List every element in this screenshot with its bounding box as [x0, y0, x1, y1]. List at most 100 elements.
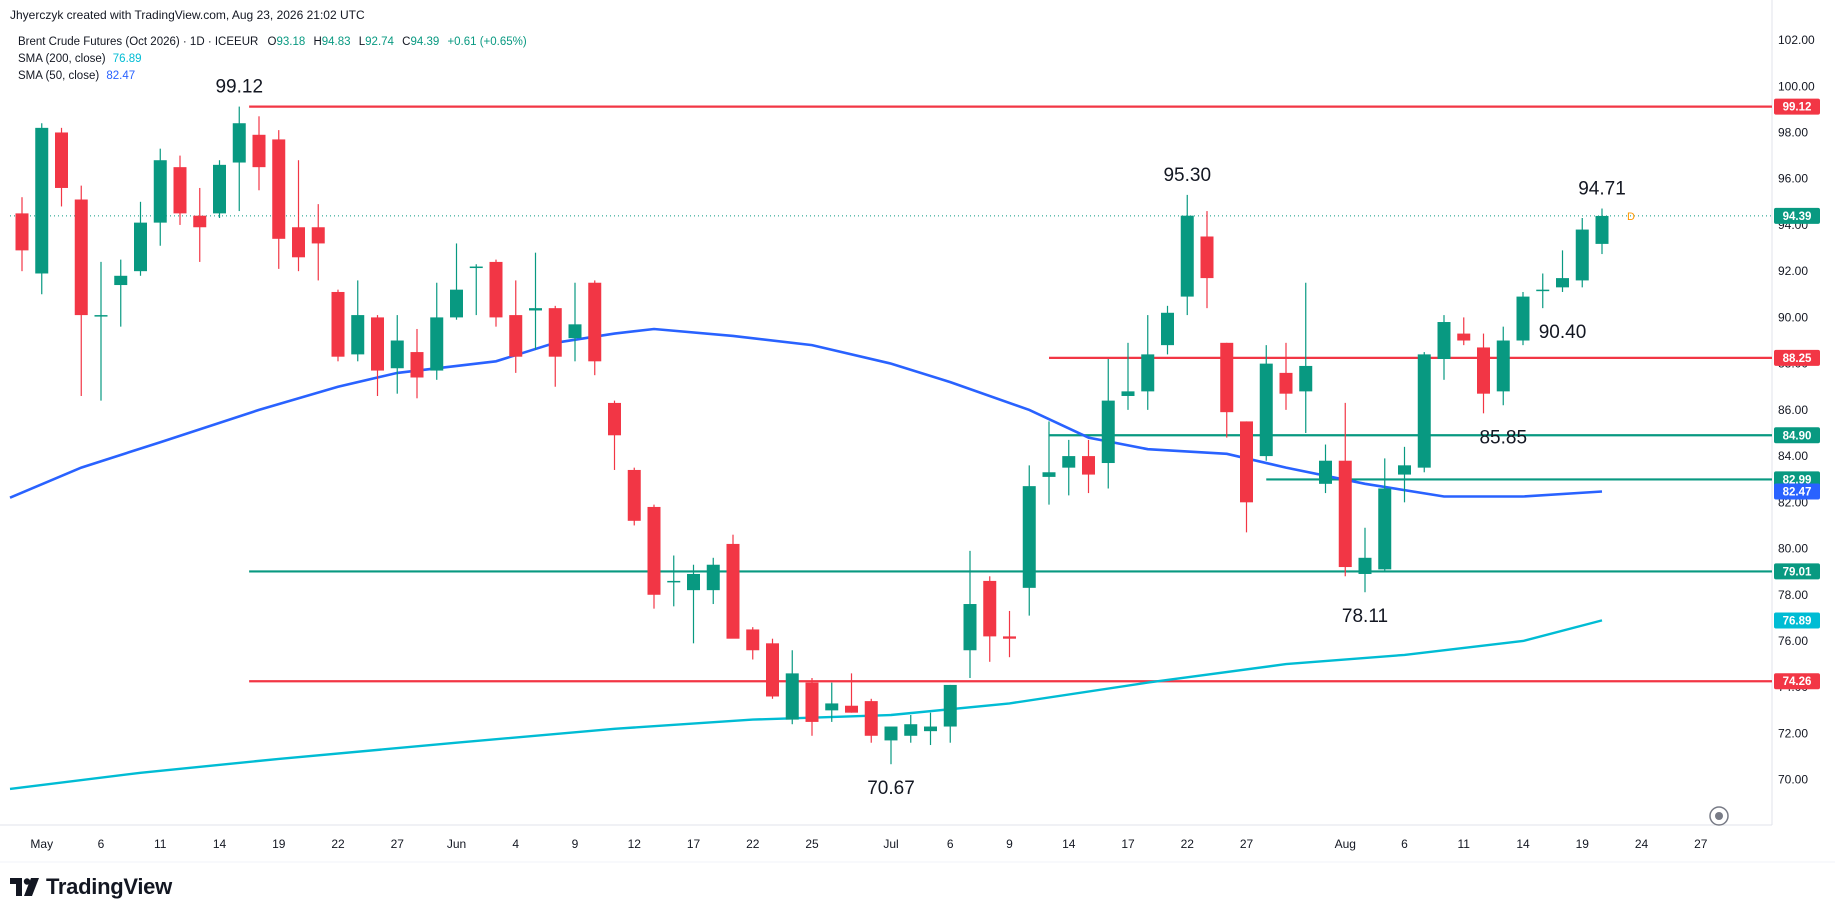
axis-badge-label: 82.99: [1783, 474, 1812, 486]
candle: [173, 155, 187, 225]
candle: [35, 123, 49, 295]
candle: [983, 576, 997, 662]
tradingview-brand[interactable]: TradingView: [10, 874, 172, 900]
symbol-name: Brent Crude Futures (Oct 2026) · 1D · IC…: [18, 36, 259, 48]
candle-body: [805, 682, 819, 722]
price-tick-label: 90.00: [1778, 310, 1808, 324]
time-tick-label: 27: [1694, 837, 1708, 851]
candle: [351, 280, 365, 362]
candle: [1141, 315, 1155, 410]
candle: [1477, 333, 1490, 414]
candle-body: [292, 227, 305, 258]
candle: [410, 328, 424, 399]
level-price-badge: 84.90: [1774, 427, 1820, 444]
candle: [1536, 273, 1550, 309]
time-tick-label: Jul: [883, 837, 898, 851]
candle: [1022, 465, 1036, 616]
candle-body: [608, 402, 621, 436]
time-tick-label: 17: [687, 837, 701, 851]
candle: [509, 280, 523, 373]
candle: [667, 555, 681, 607]
candle: [884, 726, 898, 765]
sma200-legend-row[interactable]: SMA (200, close) 76.89: [18, 51, 527, 68]
candle-body: [430, 317, 444, 371]
candle-body: [469, 266, 483, 269]
candle-body: [627, 469, 641, 521]
candle-body: [1180, 215, 1194, 297]
candle-body: [1398, 465, 1411, 475]
candle: [825, 682, 839, 722]
candle: [134, 201, 147, 276]
candle-body: [1042, 472, 1056, 477]
candle-body: [55, 132, 68, 188]
time-tick-label: 27: [391, 837, 405, 851]
scroll-to-realtime-icon[interactable]: [1709, 806, 1729, 826]
axis-badge-box: [1774, 471, 1820, 488]
candle-body: [390, 340, 404, 369]
price-tick-label: 70.00: [1778, 773, 1808, 787]
price-annotation: 85.85: [1479, 427, 1527, 448]
candle: [55, 127, 68, 207]
candle-body: [371, 317, 384, 371]
candle: [1299, 282, 1313, 433]
candle: [15, 197, 29, 272]
candle: [1259, 345, 1273, 461]
time-tick-label: 9: [572, 837, 579, 851]
candle-body: [785, 673, 799, 720]
candle: [1003, 610, 1016, 658]
candle-body: [272, 139, 286, 239]
time-tick-label: 19: [272, 837, 286, 851]
price-tick-label: 102.00: [1778, 33, 1815, 47]
icon-ring: [1709, 806, 1729, 826]
candle-body: [232, 123, 246, 163]
candle-body: [331, 291, 345, 357]
candle-body: [864, 701, 878, 736]
candle: [1082, 439, 1095, 494]
candle-body: [193, 215, 207, 228]
axis-badge-label: 74.26: [1783, 676, 1812, 688]
candle: [845, 673, 858, 713]
candle: [1319, 444, 1332, 494]
candle: [924, 712, 937, 746]
candle: [766, 638, 779, 699]
candle-body: [311, 227, 325, 244]
candle: [1516, 291, 1530, 346]
low-value: 92.74: [365, 36, 394, 48]
candle-body: [1141, 354, 1155, 392]
axis-badge-label: 82.47: [1783, 486, 1812, 498]
sma50-legend-row[interactable]: SMA (50, close) 82.47: [18, 68, 527, 85]
candle-body: [1595, 215, 1609, 244]
candle-body: [1437, 322, 1451, 360]
candle-body: [548, 308, 562, 357]
candle-body: [1022, 486, 1036, 588]
axis-badge-box: [1774, 349, 1820, 366]
candle: [1595, 208, 1609, 255]
price-badge: 94.39: [1774, 207, 1820, 224]
dividend-marker: D: [1627, 211, 1635, 223]
time-tick-label: 6: [947, 837, 954, 851]
candle: [469, 264, 483, 316]
candle-body: [1457, 333, 1471, 341]
time-tick-label: 22: [1181, 837, 1195, 851]
time-tick-label: 27: [1240, 837, 1254, 851]
symbol-legend-row[interactable]: Brent Crude Futures (Oct 2026) · 1D · IC…: [18, 34, 527, 51]
candle-body: [1082, 456, 1095, 475]
chart-caption: Jhyerczyk created with TradingView.com, …: [10, 8, 365, 22]
candle: [1378, 458, 1392, 572]
candle: [785, 650, 799, 725]
price-tick-label: 78.00: [1778, 588, 1808, 602]
price-annotation: 78.11: [1342, 606, 1388, 627]
candle-body: [1477, 347, 1490, 394]
candle-body: [726, 543, 740, 639]
candle: [1398, 446, 1411, 503]
price-badge: 82.47: [1774, 483, 1820, 500]
sma50-line: [9, 327, 1603, 499]
candle-body: [213, 164, 226, 214]
candle-body: [943, 684, 957, 727]
candle: [1180, 194, 1194, 316]
axis-badge-box: [1774, 483, 1820, 500]
candle-body: [1121, 391, 1135, 396]
change-value: +0.61 (+0.65%): [447, 36, 527, 48]
price-tick-label: 86.00: [1778, 403, 1808, 417]
